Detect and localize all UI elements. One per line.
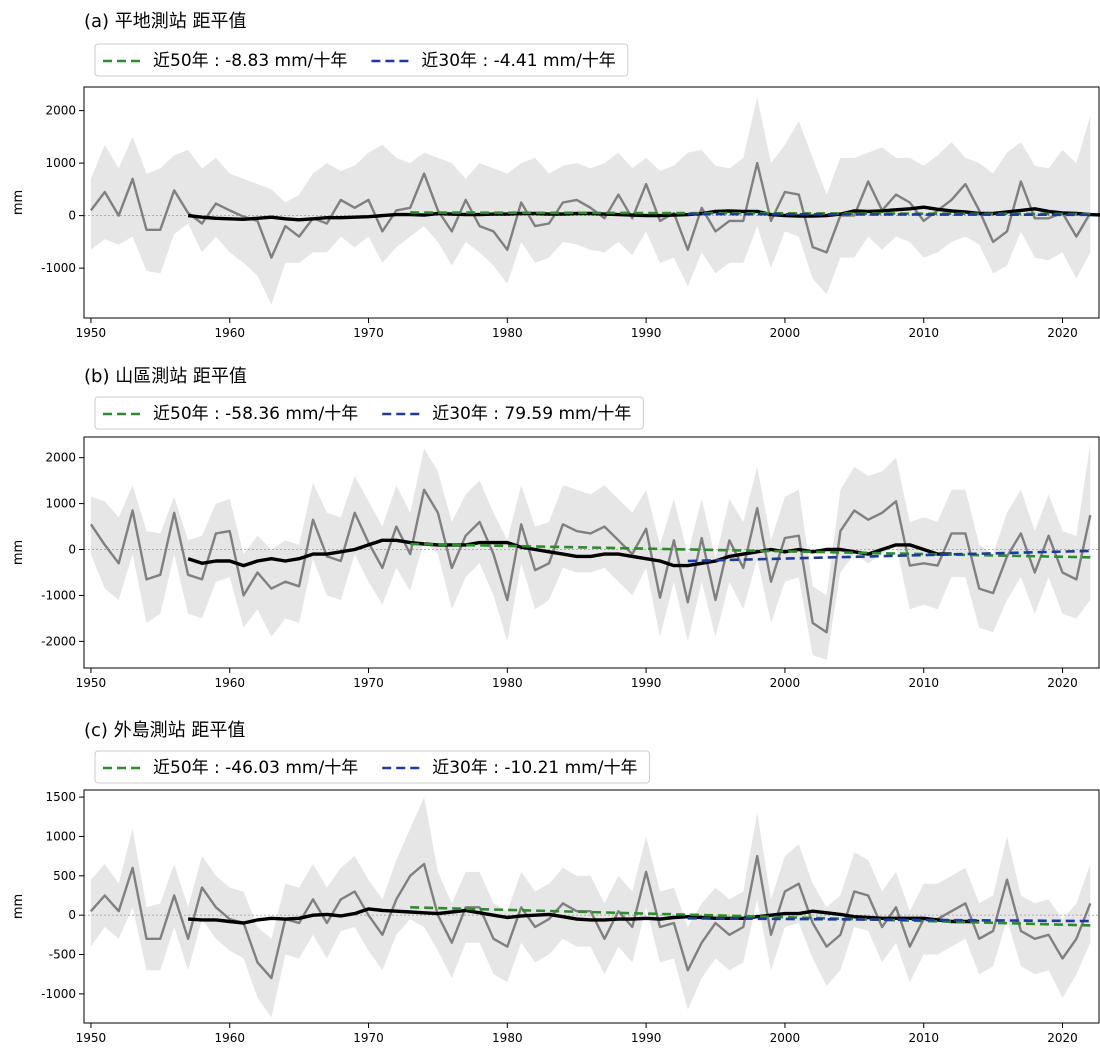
legend: 近50年 : -46.03 mm/十年 近30年 : -10.21 mm/十年 bbox=[94, 750, 650, 784]
y-tick-label: 500 bbox=[53, 869, 76, 883]
chart-panel-3: -1000 -500 0 500 1000 1500 1950 1960 1970 1980 199… bbox=[11, 720, 1100, 1045]
moving-average-line bbox=[187, 205, 1100, 222]
y-tick-label: 1000 bbox=[45, 497, 76, 511]
chart-title: (b) 山區測站 距平值 bbox=[84, 366, 247, 387]
axes-frame bbox=[83, 436, 1100, 669]
legend-entry-2: 近30年 : 79.59 mm/十年 bbox=[382, 404, 631, 424]
x-tick-label: 2000 bbox=[770, 676, 801, 690]
y-tick-label: 2000 bbox=[45, 104, 76, 118]
y-tick-label: -500 bbox=[49, 948, 76, 962]
legend-box bbox=[94, 396, 644, 430]
axes-frame bbox=[83, 86, 1100, 319]
legend-label: 近50年 : -46.03 mm/十年 bbox=[153, 758, 358, 778]
moving-average-line bbox=[187, 538, 952, 568]
spread-band bbox=[90, 797, 1091, 1018]
x-tick-label: 1970 bbox=[353, 326, 384, 340]
y-tick-label: 0 bbox=[68, 908, 76, 922]
legend-entry-2: 近30年 : -10.21 mm/十年 bbox=[382, 758, 637, 778]
legend-entry-1: 近50年 : -58.36 mm/十年 bbox=[103, 404, 358, 424]
x-tick-label: 1950 bbox=[76, 326, 107, 340]
trend-30yr-line bbox=[687, 917, 1091, 923]
x-tick-label: 2000 bbox=[770, 326, 801, 340]
trend-30yr-line bbox=[687, 212, 1091, 217]
x-tick-label: 1990 bbox=[631, 676, 662, 690]
y-tick-label: 1000 bbox=[45, 829, 76, 843]
legend-box bbox=[94, 750, 650, 784]
y-tick-label: -1000 bbox=[41, 588, 76, 602]
y-tick-label: 0 bbox=[68, 543, 76, 557]
y-tick-label: -1000 bbox=[41, 261, 76, 275]
y-tick-label: -2000 bbox=[41, 634, 76, 648]
legend-box bbox=[94, 43, 629, 77]
x-tick-label: 1960 bbox=[214, 326, 245, 340]
chart-panel-1: -1000 0 1000 2000 1950 1960 1970 1980 1990 2000 20… bbox=[11, 11, 1100, 340]
x-tick-label: 2020 bbox=[1047, 326, 1078, 340]
chart-title: (a) 平地測站 距平值 bbox=[84, 11, 247, 32]
y-axis-label: mm bbox=[11, 540, 26, 565]
y-tick-label: 1500 bbox=[45, 790, 76, 804]
anomaly-line bbox=[89, 488, 1092, 634]
trend-50yr-line bbox=[410, 542, 1091, 559]
x-tick-label: 1960 bbox=[214, 1031, 245, 1045]
axes-frame bbox=[83, 789, 1100, 1024]
x-tick-label: 1950 bbox=[76, 676, 107, 690]
y-axis-label: mm bbox=[11, 190, 26, 215]
x-tick-label: 1980 bbox=[492, 1031, 523, 1045]
x-tick-label: 2020 bbox=[1047, 1031, 1078, 1045]
legend-entry-1: 近50年 : -46.03 mm/十年 bbox=[103, 758, 358, 778]
x-tick-label: 1970 bbox=[353, 676, 384, 690]
x-tick-label: 1980 bbox=[492, 676, 523, 690]
x-tick-label: 2010 bbox=[908, 1031, 939, 1045]
legend-label: 近50年 : -8.83 mm/十年 bbox=[153, 51, 347, 71]
legend: 近50年 : -8.83 mm/十年 近30年 : -4.41 mm/十年 bbox=[94, 43, 629, 77]
chart-title: (c) 外島測站 距平值 bbox=[84, 720, 245, 741]
x-tick-label: 2010 bbox=[908, 326, 939, 340]
moving-average-line bbox=[188, 907, 980, 925]
legend-label: 近30年 : -4.41 mm/十年 bbox=[421, 51, 615, 71]
legend-label: 近30年 : 79.59 mm/十年 bbox=[432, 404, 631, 424]
plot-area bbox=[84, 443, 1100, 660]
spread-band bbox=[90, 97, 1091, 305]
legend-entry-1: 近50年 : -8.83 mm/十年 bbox=[103, 51, 347, 71]
plot-area bbox=[84, 797, 1100, 1018]
plot-area bbox=[84, 97, 1100, 305]
spread-band bbox=[90, 443, 1091, 660]
legend: 近50年 : -58.36 mm/十年 近30年 : 79.59 mm/十年 bbox=[94, 396, 644, 430]
x-tick-label: 1990 bbox=[631, 1031, 662, 1045]
chart-panel-2: -2000 -1000 0 1000 2000 1950 1960 1970 1980 1990 2… bbox=[11, 366, 1100, 690]
x-tick-label: 2000 bbox=[770, 1031, 801, 1045]
legend-entry-2: 近30年 : -4.41 mm/十年 bbox=[371, 51, 616, 71]
y-tick-label: 0 bbox=[68, 209, 76, 223]
y-axis-label: mm bbox=[11, 894, 26, 919]
trend-50yr-line bbox=[410, 905, 1091, 927]
x-tick-label: 1980 bbox=[492, 326, 523, 340]
y-tick-label: -1000 bbox=[41, 987, 76, 1001]
y-tick-label: 1000 bbox=[45, 156, 76, 170]
y-tick-label: 2000 bbox=[45, 451, 76, 465]
x-tick-label: 1990 bbox=[631, 326, 662, 340]
legend-label: 近30年 : -10.21 mm/十年 bbox=[432, 758, 637, 778]
trend-30yr-line bbox=[687, 549, 1091, 563]
legend-label: 近50年 : -58.36 mm/十年 bbox=[153, 404, 358, 424]
x-tick-label: 1970 bbox=[353, 1031, 384, 1045]
anomaly-line bbox=[89, 161, 1092, 259]
x-tick-label: 1950 bbox=[76, 1031, 107, 1045]
x-tick-label: 1960 bbox=[214, 676, 245, 690]
x-tick-label: 2020 bbox=[1047, 676, 1078, 690]
x-tick-label: 2010 bbox=[908, 676, 939, 690]
